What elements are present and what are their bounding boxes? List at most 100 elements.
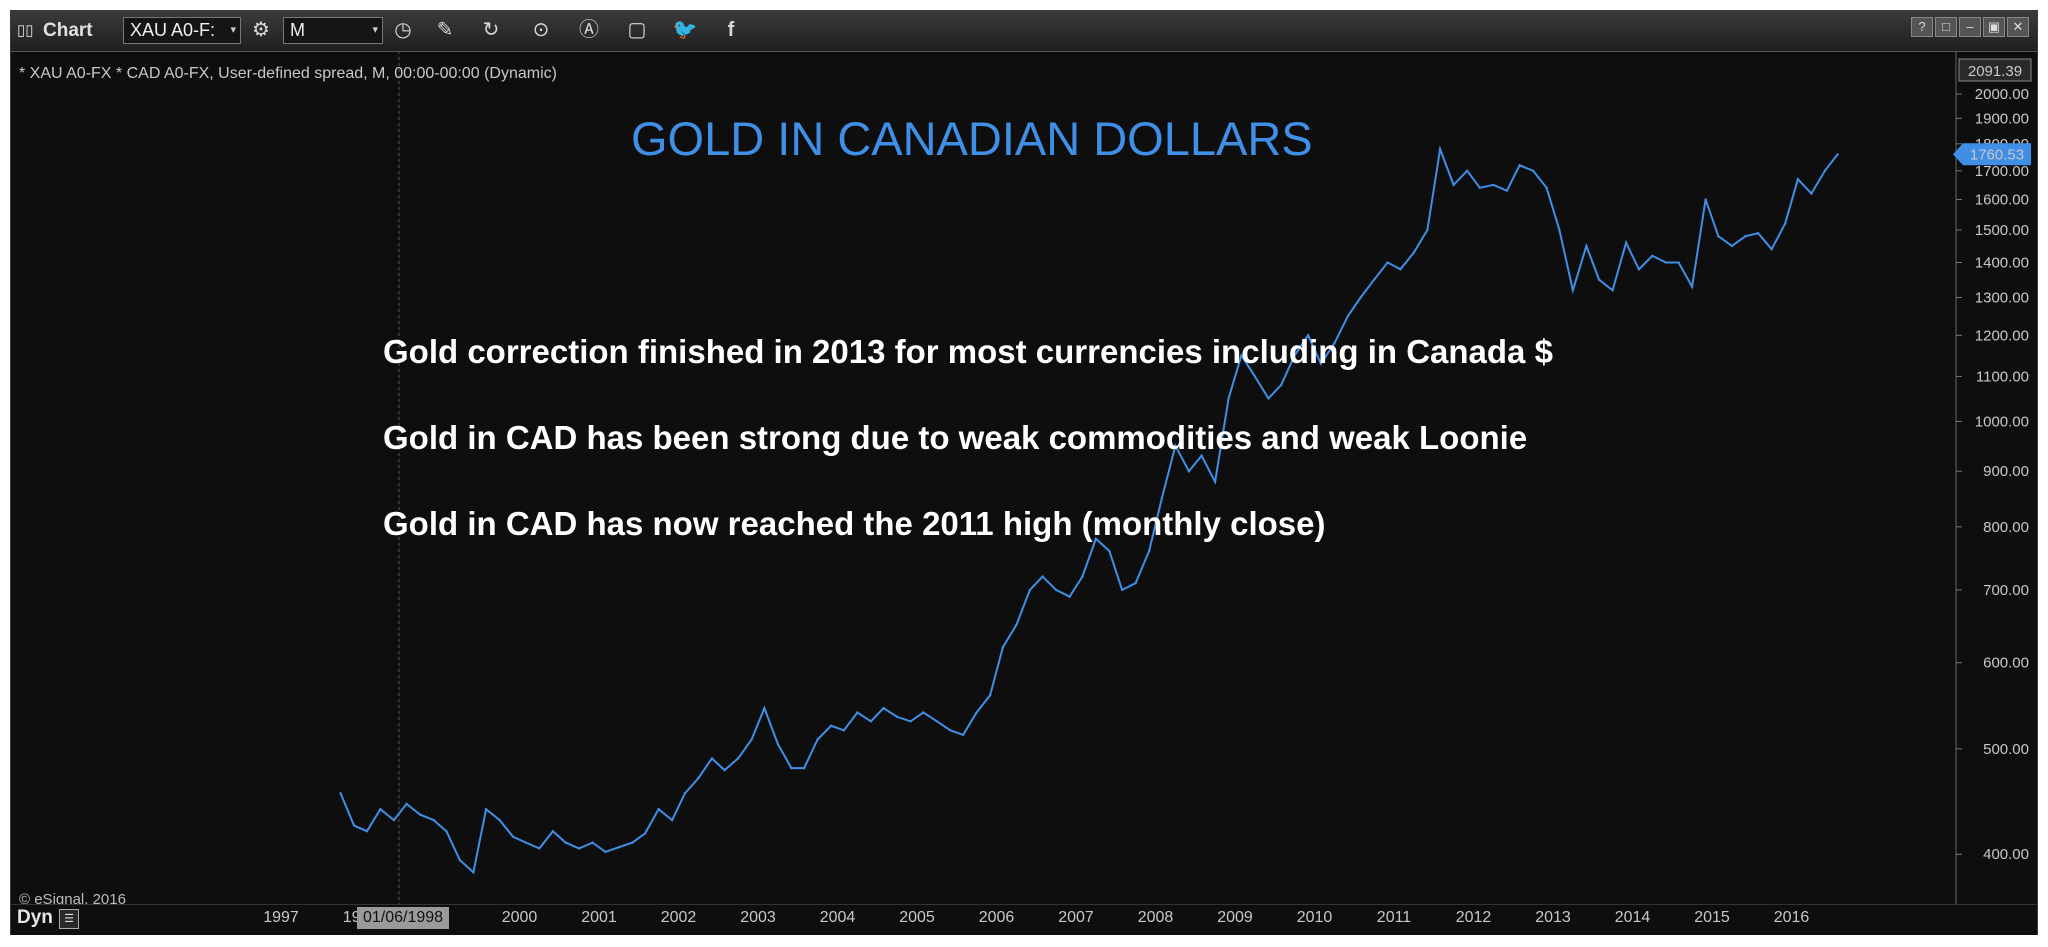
chart-headline: GOLD IN CANADIAN DOLLARS bbox=[631, 112, 1313, 165]
data-point bbox=[405, 802, 408, 806]
data-point bbox=[604, 850, 607, 854]
y-tick-label: 600.00 bbox=[1983, 655, 2029, 672]
data-point bbox=[339, 792, 342, 795]
data-point bbox=[458, 858, 462, 862]
data-point bbox=[922, 711, 925, 714]
data-point bbox=[1333, 342, 1336, 345]
data-point bbox=[1585, 244, 1588, 248]
y-tick-label: 1100.00 bbox=[1976, 368, 2029, 385]
chart-window: ▯▯ Chart XAU A0-F: ▾ ⚙ M ▾ ◷ ✎ ↻ ⊙ Ⓐ ▢ 🐦… bbox=[10, 10, 2038, 935]
data-point bbox=[1452, 183, 1455, 187]
data-point bbox=[379, 808, 382, 811]
data-point bbox=[445, 829, 448, 833]
data-point bbox=[1783, 222, 1787, 225]
data-point bbox=[710, 757, 714, 760]
chart-plot[interactable]: 400.00 500.00 600.00 700.00 800.00 900.00 1000… bbox=[11, 11, 2039, 936]
x-tick-label: 2001 bbox=[581, 909, 617, 926]
clock-icon[interactable]: ◷ bbox=[394, 19, 412, 41]
data-point bbox=[1637, 268, 1641, 271]
data-point bbox=[1756, 231, 1760, 235]
maximize-icon[interactable]: ▣ bbox=[1983, 17, 2005, 37]
data-point bbox=[643, 832, 647, 835]
x-tick-label: 2003 bbox=[740, 909, 776, 926]
data-point bbox=[1531, 169, 1535, 173]
y-tick-label: 1700.00 bbox=[1975, 163, 2029, 180]
y-tick-label: 700.00 bbox=[1983, 582, 2029, 599]
close-icon[interactable]: ✕ bbox=[2007, 17, 2029, 37]
data-point bbox=[842, 729, 846, 732]
data-point bbox=[472, 871, 475, 874]
data-point bbox=[484, 808, 488, 811]
x-tick-label: 2013 bbox=[1535, 909, 1571, 926]
data-point bbox=[776, 742, 780, 746]
data-point bbox=[365, 829, 369, 833]
data-point bbox=[511, 835, 515, 839]
y-tick-label: 800.00 bbox=[1983, 519, 2029, 536]
minimize-icon[interactable]: – bbox=[1959, 17, 1981, 37]
last-price-label: 1760.53 bbox=[1953, 143, 2031, 166]
data-point bbox=[1386, 261, 1389, 264]
annotation-2: Gold in CAD has been strong due to weak … bbox=[383, 419, 1528, 456]
x-tick-label: 2005 bbox=[899, 909, 935, 926]
x-tick-label: 2000 bbox=[501, 909, 538, 926]
symbol-settings-icon[interactable]: ⚙ bbox=[252, 19, 270, 41]
symbol-input[interactable]: XAU A0-F: ▾ bbox=[123, 17, 241, 44]
data-point bbox=[617, 846, 621, 849]
data-point bbox=[961, 733, 965, 737]
data-point bbox=[1041, 575, 1044, 578]
data-point bbox=[790, 766, 793, 770]
twitter-icon[interactable]: 🐦 bbox=[672, 19, 698, 41]
y-tick-label: 1300.00 bbox=[1975, 290, 2029, 307]
comment-icon[interactable]: ▢ bbox=[627, 19, 647, 41]
data-point bbox=[1704, 198, 1707, 201]
symbol-value: XAU A0-F: bbox=[130, 20, 216, 40]
data-point bbox=[1267, 397, 1270, 400]
data-point bbox=[577, 847, 581, 850]
data-point bbox=[882, 706, 885, 710]
play-icon[interactable]: ⊙ bbox=[532, 19, 550, 41]
panel-grip-icon[interactable]: ▯▯ bbox=[17, 22, 34, 39]
data-point bbox=[1306, 334, 1310, 337]
data-point bbox=[1372, 278, 1376, 281]
data-point bbox=[418, 813, 422, 816]
data-point bbox=[1187, 470, 1191, 473]
data-point bbox=[1465, 169, 1469, 173]
data-point bbox=[909, 720, 912, 723]
data-point bbox=[1690, 285, 1694, 288]
data-point bbox=[869, 720, 873, 723]
y-tick-label: 1400.00 bbox=[1975, 255, 2029, 272]
x-tick-label: 1997 bbox=[263, 909, 299, 926]
data-point bbox=[1213, 480, 1217, 484]
restore-icon[interactable]: □ bbox=[1935, 17, 1957, 37]
x-tick-label: 2002 bbox=[660, 909, 697, 926]
x-tick-label: 2007 bbox=[1058, 909, 1094, 926]
data-point bbox=[1279, 383, 1283, 387]
data-point bbox=[1359, 296, 1362, 299]
data-point bbox=[1001, 646, 1005, 649]
data-point bbox=[1134, 582, 1137, 585]
series-line bbox=[339, 145, 1839, 875]
top-price-text: 2091.39 bbox=[1968, 63, 2022, 80]
data-point bbox=[723, 768, 726, 772]
refresh-icon[interactable]: ↻ bbox=[482, 19, 500, 41]
y-tick-label: 400.00 bbox=[1983, 846, 2029, 863]
interval-value: M bbox=[290, 20, 305, 40]
data-point bbox=[1438, 147, 1442, 151]
data-point bbox=[631, 841, 634, 844]
data-point bbox=[763, 706, 766, 710]
facebook-icon[interactable]: f bbox=[727, 19, 735, 41]
data-point bbox=[829, 724, 833, 727]
alert-icon[interactable]: Ⓐ bbox=[579, 19, 599, 41]
interval-select[interactable]: M ▾ bbox=[283, 17, 383, 44]
app-title: Chart bbox=[43, 20, 93, 41]
data-point bbox=[1651, 254, 1654, 258]
pencil-icon[interactable]: ✎ bbox=[436, 19, 454, 41]
data-point bbox=[949, 729, 952, 732]
y-tick-label: 900.00 bbox=[1983, 463, 2029, 480]
last-price-text: 1760.53 bbox=[1970, 146, 2024, 163]
data-point bbox=[1120, 588, 1124, 592]
dyn-toggle-button[interactable]: ☰ bbox=[59, 909, 79, 929]
toolbar: ▯▯ Chart XAU A0-F: ▾ ⚙ M ▾ ◷ ✎ ↻ ⊙ Ⓐ ▢ 🐦… bbox=[11, 11, 2037, 52]
dyn-label: Dyn bbox=[17, 907, 53, 928]
help-icon[interactable]: ? bbox=[1911, 17, 1933, 37]
